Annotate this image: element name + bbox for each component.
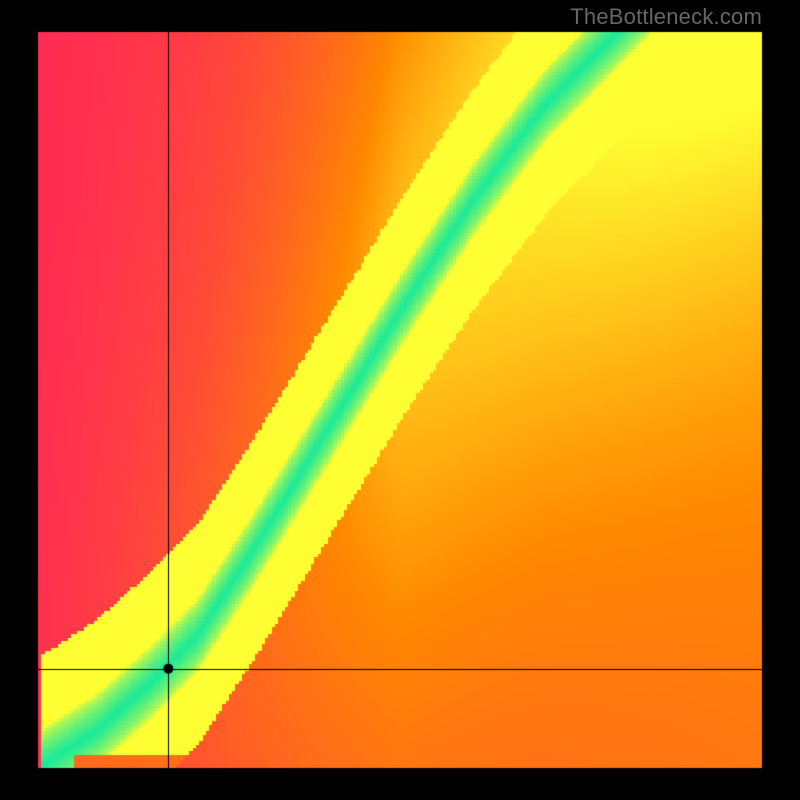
chart-container: TheBottleneck.com	[0, 0, 800, 800]
bottleneck-heatmap	[0, 0, 800, 800]
watermark-label: TheBottleneck.com	[570, 4, 762, 30]
